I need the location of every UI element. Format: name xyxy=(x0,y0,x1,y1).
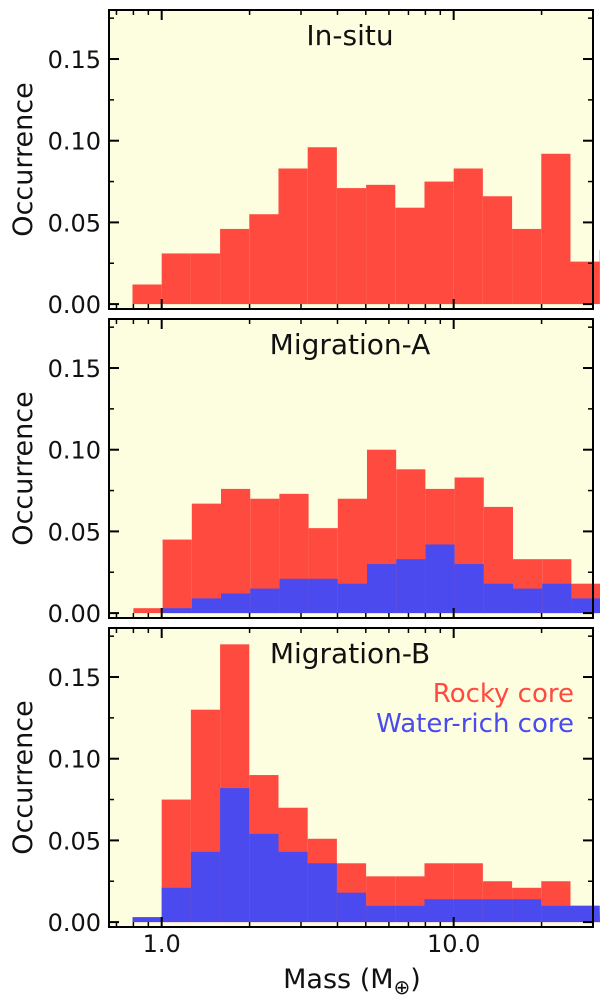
histogram-bar xyxy=(279,578,309,614)
y-tick-label: 0.05 xyxy=(48,827,101,855)
histogram-bar xyxy=(482,196,513,305)
y-tick-label: 0.15 xyxy=(48,355,101,383)
legend-rocky-core: Rocky core xyxy=(433,679,574,709)
x-tick-label: 1.0 xyxy=(143,930,181,958)
histogram-bar xyxy=(512,899,542,923)
y-tick-label: 0.10 xyxy=(48,128,101,156)
histogram-bar xyxy=(132,284,162,305)
histogram-bar xyxy=(221,593,251,614)
panel-frame xyxy=(108,318,594,619)
histogram-bar xyxy=(453,899,483,923)
histogram-bar xyxy=(425,544,455,614)
panel-frame xyxy=(108,627,594,928)
histogram-bar xyxy=(249,214,279,305)
y-tick-label: 0.15 xyxy=(48,664,101,692)
histogram-bar xyxy=(307,147,337,305)
histogram-bar xyxy=(541,905,571,923)
histogram-bar xyxy=(278,851,308,923)
histogram-bar xyxy=(541,153,571,305)
y-axis-title: Occurrence xyxy=(8,82,39,236)
x-axis-title: Mass (M⊕) xyxy=(283,964,421,999)
histogram-bar xyxy=(424,181,454,305)
histogram-bar xyxy=(191,598,221,614)
histogram-bar xyxy=(308,578,338,614)
y-axis-title: Occurrence xyxy=(8,391,39,545)
panel-title: Migration-A xyxy=(270,328,431,361)
panels-layer: 0.000.050.100.15In-situOccurrence0.000.0… xyxy=(8,9,600,958)
y-tick-label: 0.15 xyxy=(48,46,101,74)
histogram-bar xyxy=(396,559,426,614)
y-tick-label: 0.00 xyxy=(48,600,101,628)
y-tick-label: 0.10 xyxy=(48,746,101,774)
histogram-bar xyxy=(512,228,542,305)
histogram-bar xyxy=(133,608,163,614)
legend-water-rich-core: Water-rich core xyxy=(376,709,574,739)
y-tick-label: 0.05 xyxy=(48,209,101,237)
histogram-bar xyxy=(278,168,308,305)
histogram-bar xyxy=(336,188,367,305)
histogram-bar xyxy=(190,851,221,923)
panel-title: Migration-B xyxy=(270,637,430,670)
histogram-bar xyxy=(190,253,221,305)
histogram-bar xyxy=(337,583,367,614)
histogram-bar xyxy=(307,863,337,923)
panel-migration-b: 0.00 0.05 0.10 0.15 Migration-B Occurrence xyxy=(8,627,600,937)
histogram-bar xyxy=(366,184,396,305)
y-tick-label: 0.00 xyxy=(48,291,101,319)
panel-in-situ: 0.00 0.05 0.10 0.15 In-situ Occurrence xyxy=(8,9,600,319)
histogram-bar xyxy=(366,905,396,923)
y-tick-label: 0.05 xyxy=(48,518,101,546)
histogram-bar xyxy=(483,583,513,614)
histogram-bar xyxy=(162,539,192,614)
histogram-bar xyxy=(220,228,250,305)
histogram-bar xyxy=(395,905,425,923)
x-tick-label: 10.0 xyxy=(427,930,480,958)
y-tick-label: 0.10 xyxy=(48,437,101,465)
histogram-bar xyxy=(453,168,483,305)
y-tick-label: 0.00 xyxy=(48,909,101,937)
panel-migration-a: 0.00 0.05 0.10 0.15 Migration-A Occurrence xyxy=(8,318,600,628)
histogram-bar xyxy=(162,608,192,614)
panel-title: In-situ xyxy=(306,19,393,52)
histogram-bar xyxy=(366,564,397,614)
histogram-bar xyxy=(220,788,250,923)
histogram-bar xyxy=(249,833,279,923)
histogram-bar xyxy=(161,253,191,305)
histogram-bar xyxy=(571,598,600,614)
y-axis-title: Occurrence xyxy=(8,700,39,854)
histogram-bar xyxy=(424,899,454,923)
histogram-bar xyxy=(250,588,280,614)
histogram-bar xyxy=(542,583,572,614)
panel-frame xyxy=(108,9,594,310)
histogram-bar xyxy=(132,917,162,923)
histogram-bar xyxy=(395,207,425,305)
histogram-bar xyxy=(482,899,513,923)
histogram-bar xyxy=(454,564,484,614)
histogram-bar xyxy=(570,261,600,305)
histogram-bar xyxy=(161,887,191,923)
histogram-bar xyxy=(336,892,367,923)
histogram-bar xyxy=(221,488,251,614)
histogram-bar xyxy=(570,905,600,923)
histogram-bar xyxy=(191,503,221,614)
histogram-bar xyxy=(512,588,543,614)
